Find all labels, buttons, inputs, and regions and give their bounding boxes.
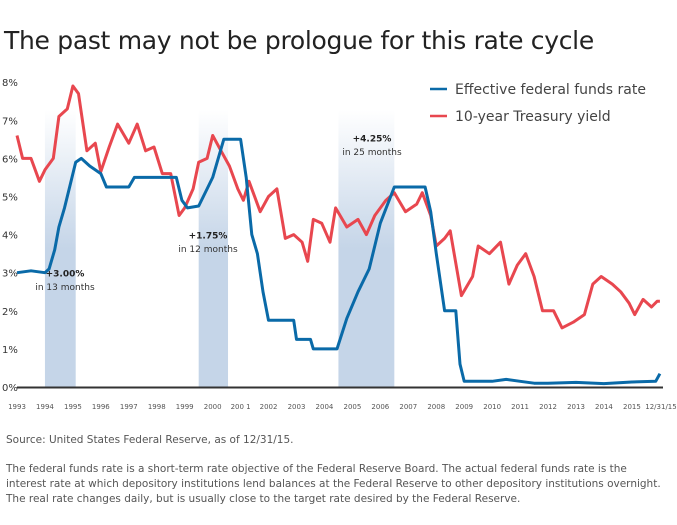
shaded-period-band: [44, 110, 76, 387]
y-tick-label: 5%: [2, 193, 18, 204]
y-tick-label: 4%: [2, 231, 18, 242]
x-tick-label: 2015: [623, 403, 641, 411]
x-tick-label: 2010: [483, 403, 501, 411]
x-tick-label: 2006: [371, 403, 389, 411]
period-change-label: +1.75%: [189, 232, 228, 242]
x-tick-label: 2004: [316, 403, 334, 411]
shaded-periods: [44, 110, 395, 387]
x-tick-label: 2003: [288, 403, 306, 411]
y-tick-label: 0%: [2, 383, 18, 394]
x-tick-label: 200 1: [231, 403, 251, 411]
x-tick-label: 1995: [64, 403, 82, 411]
x-axis-ticks: 1993 1994 1995 1996 1997 1998 1999 2000 200 1 200…: [8, 403, 677, 411]
period-duration-label: in 12 months: [178, 245, 238, 255]
legend-label: Effective federal funds rate: [455, 82, 646, 98]
x-tick-label: 1996: [92, 403, 110, 411]
period-change-label: +4.25%: [353, 134, 392, 144]
legend: Effective federal funds rate 10-year Trea…: [430, 82, 646, 125]
y-axis-ticks: 0% 1% 2% 3% 4% 5% 6% 7% 8%: [2, 78, 18, 394]
y-tick-label: 8%: [2, 78, 18, 89]
period-duration-label: in 13 months: [35, 283, 95, 293]
x-tick-label: 1993: [8, 403, 26, 411]
x-tick-label: 2008: [427, 403, 445, 411]
fed-funds-rate-line: [16, 137, 662, 386]
legend-label: 10-year Treasury yield: [455, 109, 611, 125]
x-tick-label: 2014: [595, 403, 613, 411]
y-tick-label: 6%: [2, 154, 18, 165]
period-duration-label: in 25 months: [342, 148, 402, 158]
annotations: +3.00% in 13 months +1.75% in 12 months +4.2…: [35, 134, 402, 293]
x-tick-label: 1994: [36, 403, 54, 411]
x-tick-label: 2009: [455, 403, 473, 411]
chart-title: The past may not be prologue for this ra…: [4, 26, 594, 55]
x-tick-label: 1998: [148, 403, 166, 411]
period-change-label: +3.00%: [46, 270, 85, 280]
x-tick-label: 2005: [343, 403, 361, 411]
x-tick-label: 2007: [399, 403, 417, 411]
shaded-period-band: [338, 110, 395, 387]
treasury-yield-line: [15, 84, 660, 330]
x-tick-label: 2000: [204, 403, 222, 411]
footnote: The federal funds rate is a short-term r…: [6, 463, 661, 505]
x-tick-label: 2011: [511, 403, 529, 411]
chart-area: 0%1%2%3%4%5%6%7%8% 1993 1994 1995 1996 1997 1…: [2, 78, 677, 411]
series-lines: [15, 84, 662, 386]
x-tick-label: 12/31/15: [645, 403, 676, 411]
x-tick-label: 2012: [539, 403, 557, 411]
x-tick-label: 1999: [176, 403, 194, 411]
y-tick-label: 3%: [2, 269, 18, 280]
x-tick-label: 1997: [120, 403, 138, 411]
x-tick-label: 2002: [260, 403, 278, 411]
source-note: Source: United States Federal Reserve, a…: [6, 434, 294, 446]
y-tick-label: 7%: [2, 116, 18, 127]
y-tick-label: 2%: [2, 307, 18, 318]
x-tick-label: 2013: [567, 403, 585, 411]
y-tick-label: 1%: [2, 345, 18, 356]
